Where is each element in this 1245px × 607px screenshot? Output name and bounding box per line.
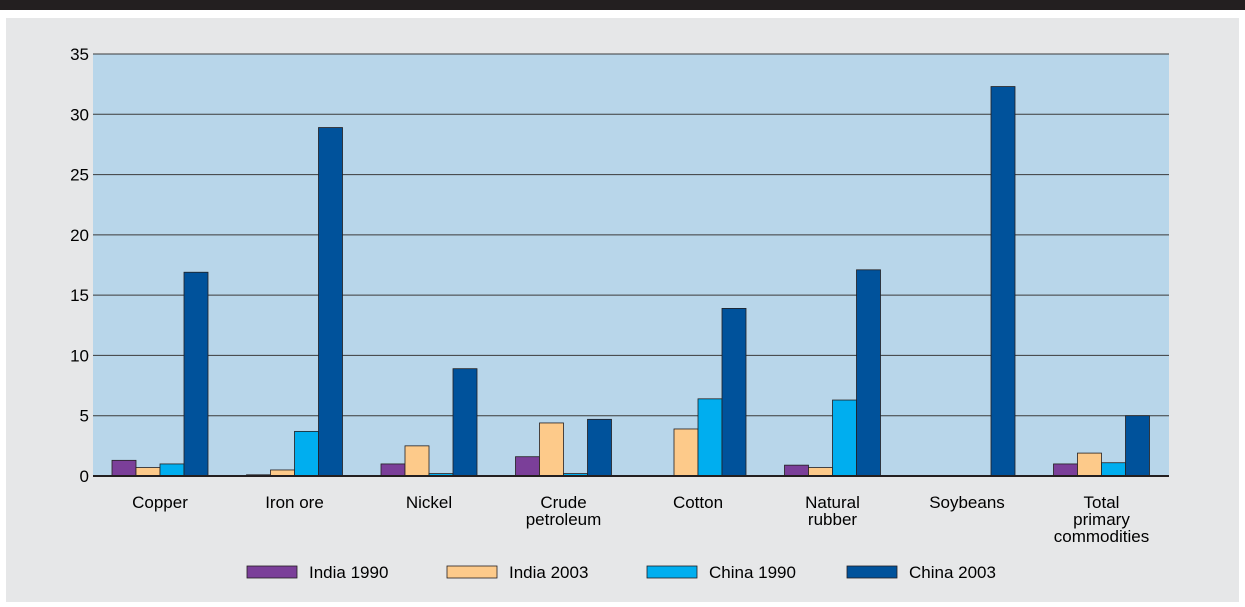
legend-swatch	[846, 565, 898, 579]
legend-label: China 1990	[709, 563, 796, 582]
y-tick-label: 35	[70, 45, 89, 64]
x-tick-label: Total primary commodities	[1054, 493, 1149, 546]
bars	[111, 86, 1150, 477]
x-tick-label-line: Total	[1084, 493, 1120, 512]
bar	[1125, 415, 1150, 477]
x-tick-label: Copper	[132, 493, 188, 512]
bar	[808, 467, 833, 477]
bar	[318, 127, 343, 477]
bar	[111, 459, 137, 477]
bar	[673, 428, 699, 477]
x-tick-label-line: rubber	[808, 510, 857, 529]
y-tick-label: 30	[70, 105, 89, 124]
legend: India 1990 India 2003 China 1990 China 2003	[246, 563, 996, 582]
bar	[721, 308, 747, 477]
x-tick-label-line: Copper	[132, 493, 188, 512]
x-tick-label-line: petroleum	[526, 510, 602, 529]
bar	[452, 368, 478, 477]
bar	[784, 464, 809, 477]
x-tick-label-line: Iron ore	[265, 493, 324, 512]
bar	[135, 467, 161, 477]
x-tick-label-line: Natural	[805, 493, 860, 512]
y-tick-label: 25	[70, 166, 89, 185]
x-tick-label: Cotton	[673, 493, 723, 512]
bar	[380, 463, 406, 477]
bar	[515, 456, 540, 477]
x-tick-label-line: commodities	[1054, 527, 1149, 546]
bar	[832, 399, 857, 477]
top-rule	[0, 0, 1245, 10]
bar	[183, 271, 209, 477]
legend-swatch	[446, 565, 498, 579]
x-axis-ticks: Copper Iron ore Nickel Crude petroleum Cotton…	[132, 493, 1149, 546]
y-tick-label: 0	[80, 467, 89, 486]
legend-swatch	[646, 565, 698, 579]
y-tick-label: 5	[80, 407, 89, 426]
x-tick-label: Iron ore	[265, 493, 324, 512]
bar	[1053, 463, 1078, 477]
legend-label: China 2003	[909, 563, 996, 582]
y-tick-label: 15	[70, 286, 89, 305]
y-axis-ticks: 0 5 10 15 20 25 30 35	[70, 45, 89, 486]
x-tick-label: Soybeans	[929, 493, 1005, 512]
bar	[294, 430, 319, 477]
bar	[404, 445, 430, 477]
x-tick-label-line: Crude	[540, 493, 586, 512]
x-tick-label: Nickel	[406, 493, 452, 512]
bar	[159, 463, 185, 477]
bar	[587, 418, 612, 477]
y-tick-label: 20	[70, 226, 89, 245]
legend-label: India 1990	[309, 563, 388, 582]
bar	[1077, 452, 1102, 477]
legend-swatch	[246, 565, 298, 579]
y-tick-label: 10	[70, 346, 89, 365]
bar	[990, 86, 1016, 477]
x-tick-label-line: primary	[1073, 510, 1130, 529]
bar	[1101, 462, 1126, 477]
x-tick-label-line: Cotton	[673, 493, 723, 512]
legend-label: India 2003	[509, 563, 588, 582]
x-tick-label: Crude petroleum	[526, 493, 602, 529]
x-tick-label: Natural rubber	[805, 493, 860, 529]
x-tick-label-line: Soybeans	[929, 493, 1005, 512]
gridlines	[93, 53, 1169, 417]
plot-area	[93, 54, 1169, 476]
x-tick-label-line: Nickel	[406, 493, 452, 512]
bar	[539, 422, 564, 477]
bar	[856, 269, 881, 477]
bar	[697, 398, 723, 477]
